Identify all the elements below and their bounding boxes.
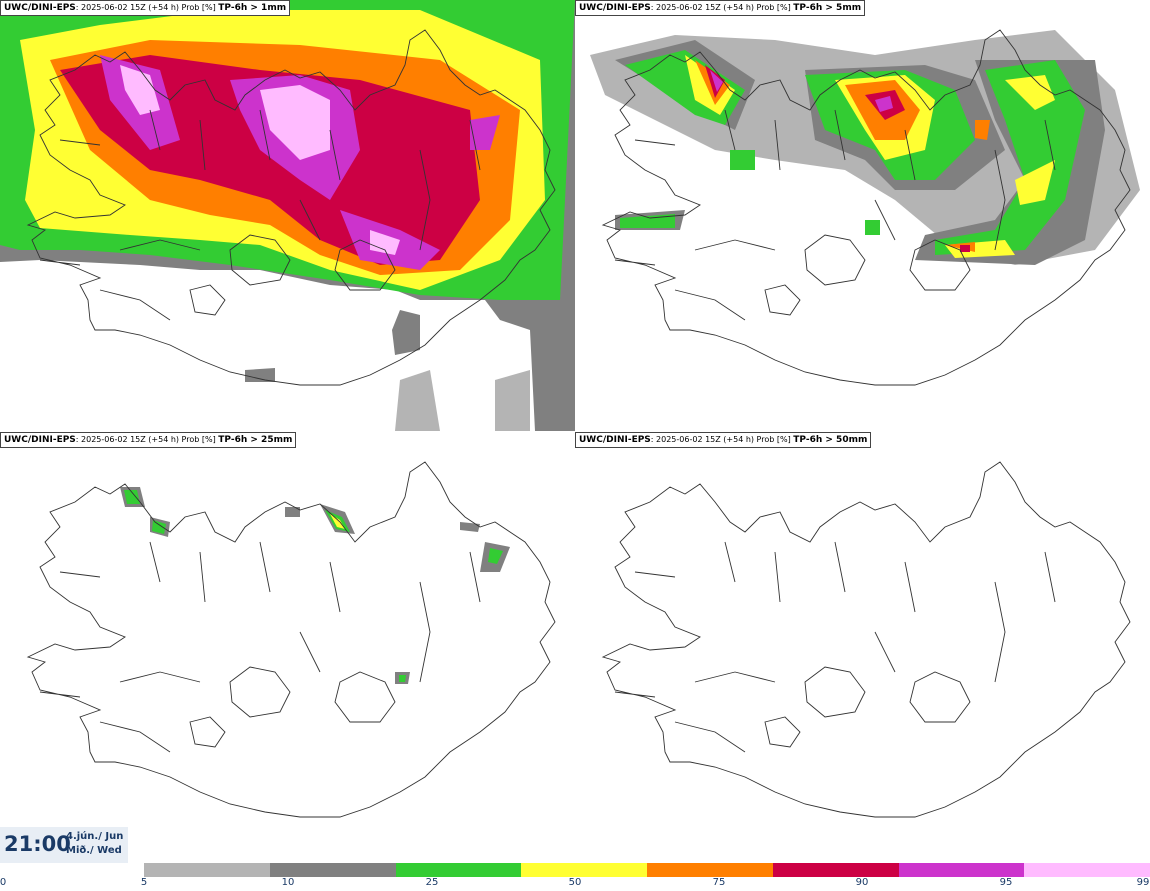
colorbar-tick-label: 25 bbox=[425, 877, 439, 888]
colorbar-tick-label: 50 bbox=[568, 877, 582, 888]
colorbar-tick-label: 95 bbox=[999, 877, 1013, 888]
colorbar-tick-label: 75 bbox=[712, 877, 726, 888]
probability-map-1mm bbox=[0, 0, 575, 431]
map-panel-50mm: UWC/DINI-EPS: 2025-06-02 15Z (+54 h) Pro… bbox=[575, 432, 1150, 863]
colorbar-segment bbox=[521, 863, 647, 877]
probability-colorbar bbox=[144, 863, 1150, 877]
valid-time: 21:00 bbox=[4, 832, 71, 856]
panel-title: UWC/DINI-EPS: 2025-06-02 15Z (+54 h) Pro… bbox=[0, 0, 291, 16]
valid-date: 4.jún./ Jun Mið./ Wed bbox=[66, 831, 124, 856]
colorbar-segment bbox=[772, 863, 899, 877]
colorbar-tick-label: 5 bbox=[140, 877, 148, 888]
colorbar-ticks: 0 5 10 25 50 75 90 95 99 bbox=[0, 877, 1150, 891]
colorbar-segment bbox=[269, 863, 396, 877]
colorbar-segment bbox=[647, 863, 773, 877]
colorbar-tick-label: 90 bbox=[855, 877, 869, 888]
map-panel-1mm: UWC/DINI-EPS: 2025-06-02 15Z (+54 h) Pro… bbox=[0, 0, 575, 431]
panel-title: UWC/DINI-EPS: 2025-06-02 15Z (+54 h) Pro… bbox=[0, 432, 297, 448]
colorbar-tick-label: 0 bbox=[0, 877, 7, 888]
colorbar-segment bbox=[898, 863, 1025, 877]
panel-title: UWC/DINI-EPS: 2025-06-02 15Z (+54 h) Pro… bbox=[575, 432, 872, 448]
probability-map-50mm bbox=[575, 432, 1150, 863]
colorbar-segment bbox=[1024, 863, 1150, 877]
colorbar-tick-label: 99 bbox=[1136, 877, 1150, 888]
map-panel-25mm: UWC/DINI-EPS: 2025-06-02 15Z (+54 h) Pro… bbox=[0, 432, 575, 863]
valid-time-box: 21:00 4.jún./ Jun Mið./ Wed bbox=[0, 827, 128, 863]
probability-map-5mm bbox=[575, 0, 1150, 431]
panel-title: UWC/DINI-EPS: 2025-06-02 15Z (+54 h) Pro… bbox=[575, 0, 866, 16]
map-panel-5mm: UWC/DINI-EPS: 2025-06-02 15Z (+54 h) Pro… bbox=[575, 0, 1150, 431]
colorbar-segment bbox=[144, 863, 270, 877]
colorbar-tick-label: 10 bbox=[281, 877, 295, 888]
colorbar-segment bbox=[395, 863, 522, 877]
probability-map-25mm bbox=[0, 432, 575, 863]
